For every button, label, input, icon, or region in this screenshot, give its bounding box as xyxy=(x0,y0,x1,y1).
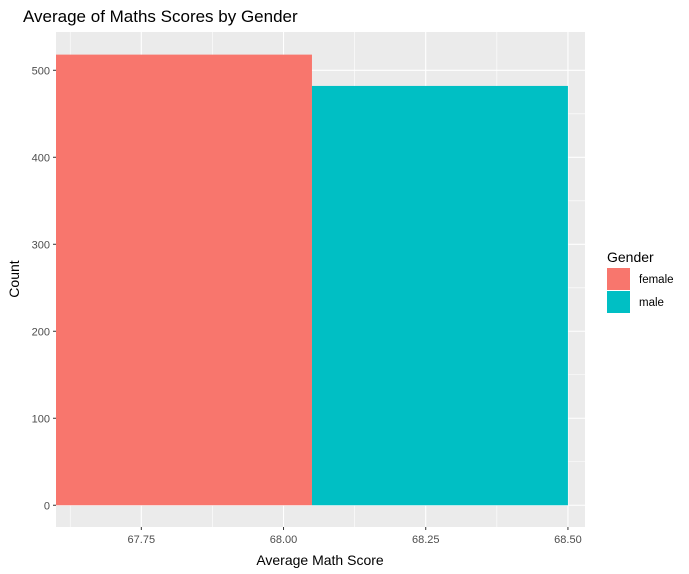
chart-title: Average of Maths Scores by Gender xyxy=(23,7,298,26)
legend-key-male xyxy=(607,291,630,313)
y-axis-title: Count xyxy=(6,260,22,297)
y-tick-label-2: 200 xyxy=(32,326,50,338)
y-tick-label-5: 500 xyxy=(32,65,50,77)
y-tick-label-3: 300 xyxy=(32,239,50,251)
x-tick-label-2: 68.25 xyxy=(412,534,440,546)
x-axis-title: Average Math Score xyxy=(256,552,384,568)
x-axis: 67.75 68.00 68.25 68.50 xyxy=(128,527,582,546)
x-tick-label-1: 68.00 xyxy=(270,534,298,546)
y-tick-label-1: 100 xyxy=(32,413,50,425)
bars xyxy=(56,54,568,506)
bar-male xyxy=(311,85,568,506)
legend-title: Gender xyxy=(607,249,654,265)
y-tick-label-4: 400 xyxy=(32,152,50,164)
legend-label-female: female xyxy=(639,274,674,286)
legend: Gender female male xyxy=(607,249,674,313)
legend-key-female xyxy=(607,268,630,290)
y-axis: 0 100 200 300 400 500 xyxy=(32,65,56,512)
bar-female xyxy=(56,54,312,506)
x-tick-label-3: 68.50 xyxy=(554,534,582,546)
legend-label-male: male xyxy=(639,297,664,309)
y-tick-label-0: 0 xyxy=(44,500,50,512)
x-tick-label-0: 67.75 xyxy=(128,534,156,546)
